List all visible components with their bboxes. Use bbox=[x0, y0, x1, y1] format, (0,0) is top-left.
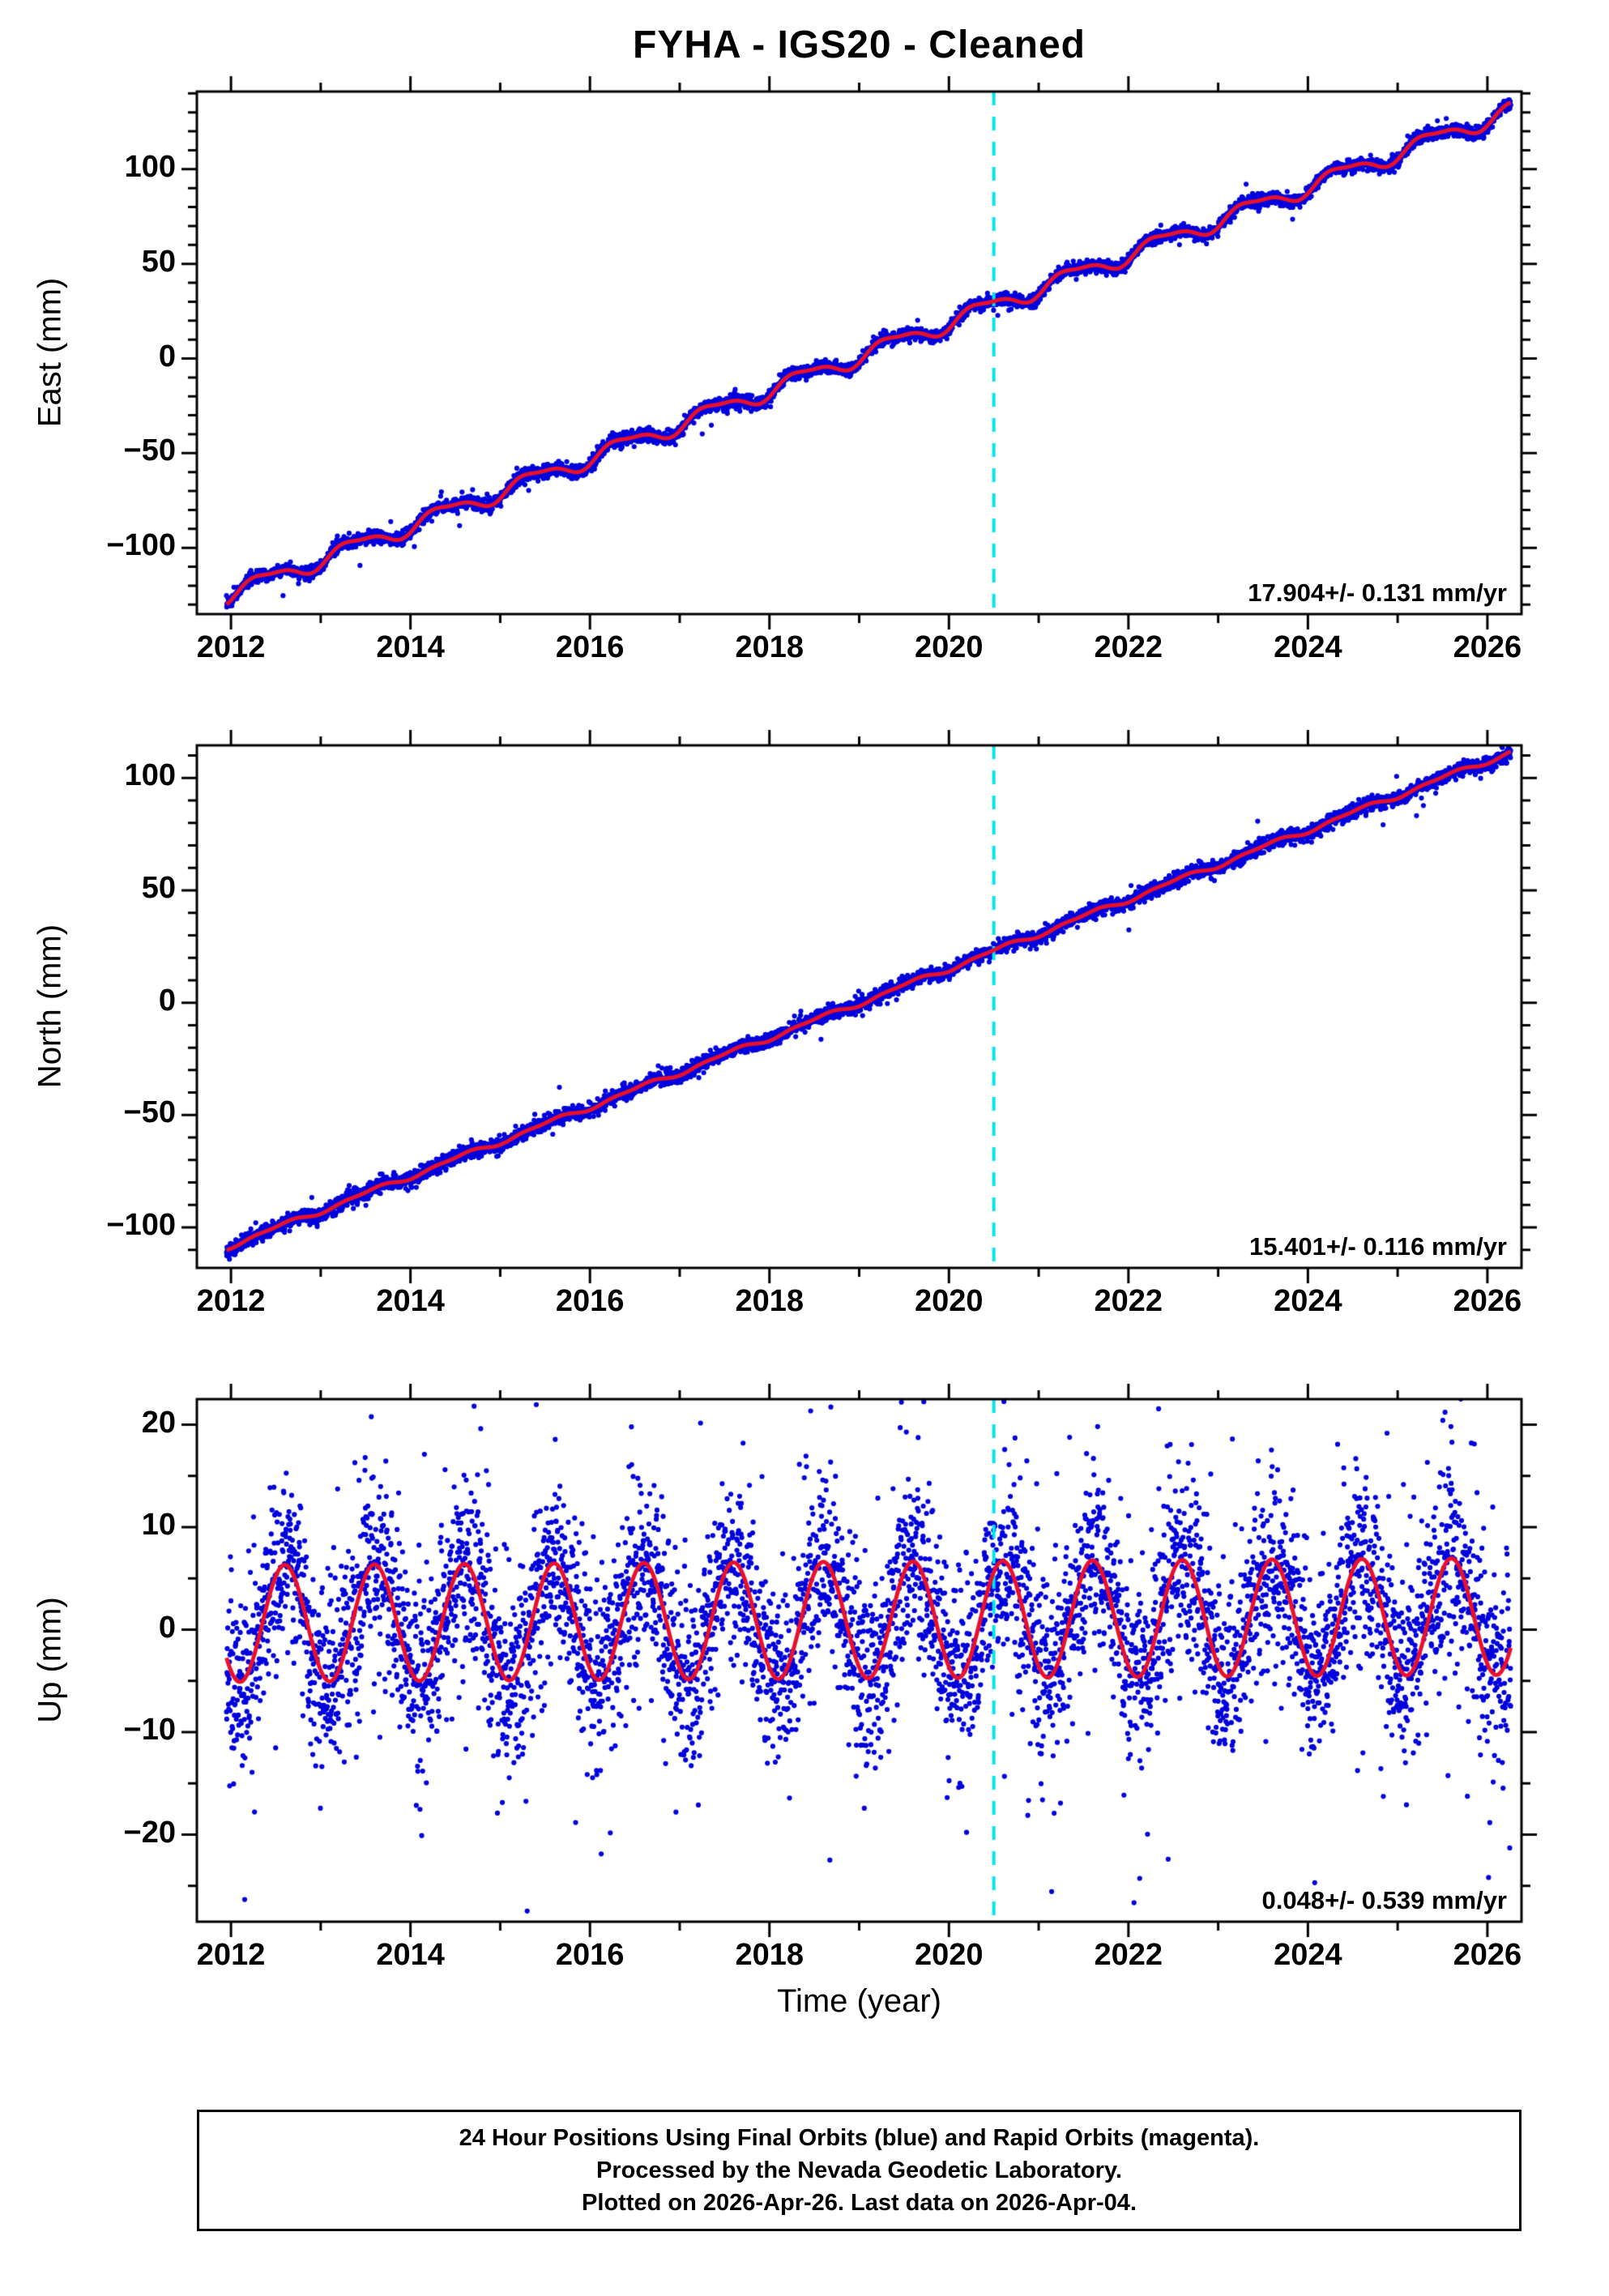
y-tick-label: 0 bbox=[158, 983, 176, 1018]
north-scatter-canvas bbox=[164, 713, 1554, 1300]
plot-area-east: 17.904+/- 0.131 mm/yr bbox=[164, 59, 1554, 647]
x-tick-label: 2022 bbox=[1094, 1938, 1163, 1972]
y-tick-label: 50 bbox=[141, 870, 176, 905]
y-tick-label: −50 bbox=[123, 433, 176, 468]
x-tick-label: 2024 bbox=[1274, 1938, 1342, 1972]
x-tick-label: 2012 bbox=[196, 1938, 266, 1972]
x-tick-label: 2024 bbox=[1274, 1284, 1342, 1318]
y-tick-label: 100 bbox=[124, 149, 176, 184]
panel-up: Up (mm) 0.048+/- 0.539 mm/yr 2012 2014 201… bbox=[0, 1367, 1609, 1972]
up-scatter-canvas bbox=[164, 1367, 1554, 1954]
x-tick-label: 2026 bbox=[1453, 1284, 1522, 1318]
x-tick-label: 2014 bbox=[376, 1938, 445, 1972]
y-tick-label: 10 bbox=[141, 1508, 176, 1543]
footer-box: 24 Hour Positions Using Final Orbits (bl… bbox=[197, 2110, 1522, 2231]
x-tick-label: 2014 bbox=[376, 630, 445, 664]
y-tick-label: −20 bbox=[123, 1815, 176, 1850]
rate-annotation-east: 17.904+/- 0.131 mm/yr bbox=[1248, 578, 1507, 607]
x-tick-label: 2014 bbox=[376, 1284, 445, 1318]
y-tick-label: 0 bbox=[158, 339, 176, 373]
panel-north: North (mm) 15.401+/- 0.116 mm/yr 2012 201… bbox=[0, 713, 1609, 1318]
x-tick-label: 2020 bbox=[914, 1938, 984, 1972]
east-scatter-canvas bbox=[164, 59, 1554, 647]
panel-east: East (mm) 17.904+/- 0.131 mm/yr 2012 2014… bbox=[0, 59, 1609, 664]
x-tick-label: 2016 bbox=[555, 1938, 625, 1972]
x-tick-label: 2018 bbox=[735, 1284, 804, 1318]
x-tick-label: 2026 bbox=[1453, 1938, 1522, 1972]
x-axis-label: Time (year) bbox=[777, 1983, 941, 2019]
plot-area-north: 15.401+/- 0.116 mm/yr bbox=[164, 713, 1554, 1300]
y-tick-label: 50 bbox=[141, 244, 176, 279]
x-tick-label: 2026 bbox=[1453, 630, 1522, 664]
x-tick-label: 2012 bbox=[196, 1284, 266, 1318]
rate-annotation-up: 0.048+/- 0.539 mm/yr bbox=[1261, 1886, 1507, 1914]
x-tick-label: 2012 bbox=[196, 630, 266, 664]
footer-line-2: Processed by the Nevada Geodetic Laborat… bbox=[596, 2157, 1122, 2183]
rate-annotation-north: 15.401+/- 0.116 mm/yr bbox=[1249, 1232, 1507, 1261]
x-tick-label: 2016 bbox=[555, 1284, 625, 1318]
x-tick-label: 2020 bbox=[914, 1284, 984, 1318]
y-tick-label: −100 bbox=[106, 1208, 176, 1243]
x-tick-label: 2018 bbox=[735, 630, 804, 664]
x-tick-label: 2024 bbox=[1274, 630, 1342, 664]
y-tick-label: −100 bbox=[106, 528, 176, 563]
x-tick-label: 2022 bbox=[1094, 630, 1163, 664]
footer-line-3: Plotted on 2026-Apr-26. Last data on 202… bbox=[582, 2190, 1137, 2216]
x-tick-label: 2022 bbox=[1094, 1284, 1163, 1318]
footer-line-1: 24 Hour Positions Using Final Orbits (bl… bbox=[459, 2125, 1260, 2151]
x-tick-label: 2016 bbox=[555, 630, 625, 664]
y-tick-label: 100 bbox=[124, 758, 176, 793]
y-tick-label: 20 bbox=[141, 1405, 176, 1440]
y-tick-label: −10 bbox=[123, 1713, 176, 1748]
x-tick-label: 2020 bbox=[914, 630, 984, 664]
y-tick-label: 0 bbox=[158, 1610, 176, 1645]
y-tick-label: −50 bbox=[123, 1095, 176, 1130]
x-tick-label: 2018 bbox=[735, 1938, 804, 1972]
plot-area-up: 0.048+/- 0.539 mm/yr bbox=[164, 1367, 1554, 1954]
